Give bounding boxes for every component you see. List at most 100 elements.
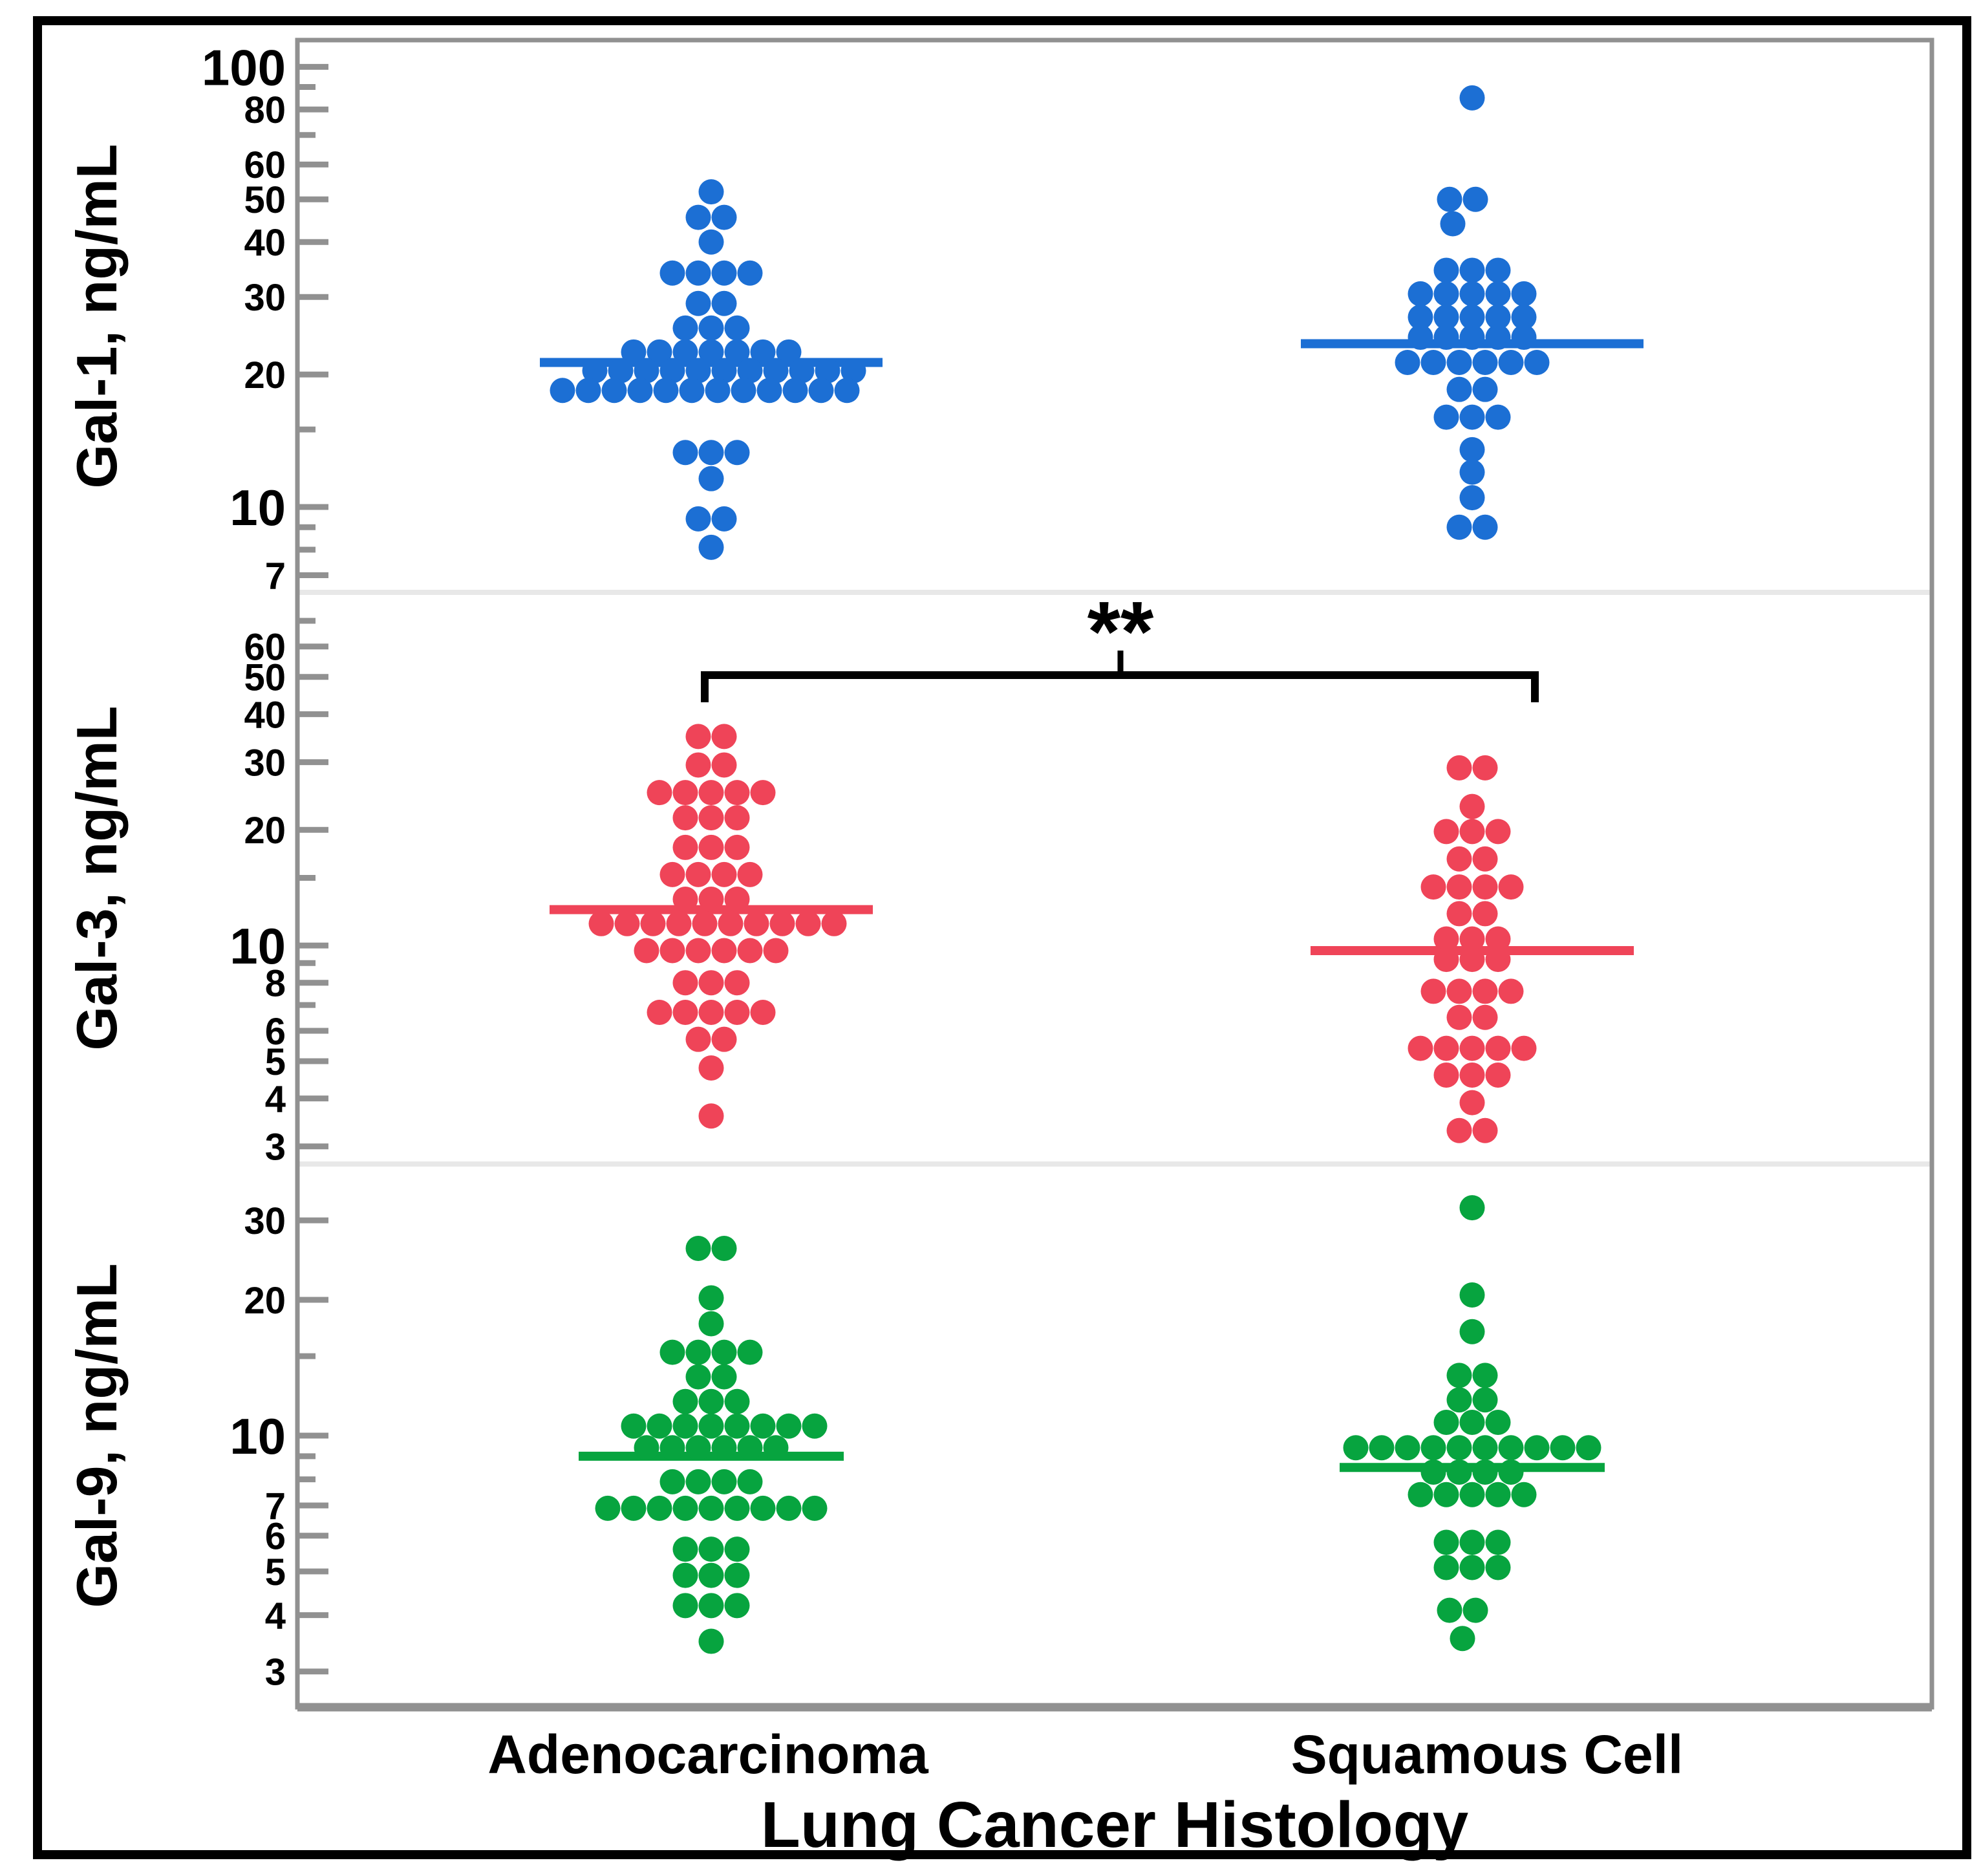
data-point (1576, 1435, 1601, 1461)
data-point (659, 358, 685, 383)
x-axis-title: Lung Cancer Histology (761, 1789, 1469, 1861)
data-point (685, 506, 711, 532)
data-point (1498, 1459, 1524, 1485)
data-point (1459, 85, 1485, 111)
data-point (685, 861, 711, 887)
data-point (1450, 1626, 1475, 1652)
data-point (1485, 1482, 1511, 1507)
data-point (711, 1026, 737, 1052)
data-point (634, 1435, 659, 1461)
data-point (737, 861, 763, 887)
data-point (685, 938, 711, 964)
data-point (698, 179, 724, 205)
data-point (711, 938, 737, 964)
data-point (1446, 874, 1472, 900)
y-axis-title: Gal-9, ng/mL (65, 1264, 129, 1608)
data-point (1485, 257, 1511, 283)
data-point (1498, 1435, 1524, 1461)
data-point (698, 1593, 724, 1619)
data-point (724, 805, 750, 831)
data-point (724, 1495, 750, 1521)
data-point (1369, 1435, 1395, 1461)
data-point (672, 1536, 698, 1562)
data-point (711, 204, 737, 230)
data-point (776, 1413, 802, 1439)
data-point (1446, 901, 1472, 927)
data-point (640, 911, 666, 936)
data-point (724, 1593, 750, 1619)
y-tick-label: 10 (230, 918, 286, 975)
y-tick-label: 20 (244, 1280, 286, 1322)
data-point (718, 911, 744, 936)
data-point (1459, 1555, 1485, 1580)
data-point (1420, 1435, 1446, 1461)
data-point (1420, 1459, 1446, 1485)
data-point (724, 339, 750, 365)
data-point (672, 805, 698, 831)
data-point (1485, 325, 1511, 350)
data-point (744, 911, 769, 936)
y-tick-label: 6 (265, 1516, 286, 1558)
data-point (698, 999, 724, 1025)
data-point (1433, 257, 1459, 283)
data-point (659, 861, 685, 887)
data-point (750, 1495, 776, 1521)
data-point (1472, 1435, 1498, 1461)
data-point (672, 1562, 698, 1588)
data-point (1459, 1195, 1485, 1221)
data-point (1433, 1555, 1459, 1580)
y-tick-label: 100 (202, 39, 286, 96)
data-point (1472, 846, 1498, 872)
data-point (1459, 1410, 1485, 1436)
data-point (1459, 257, 1485, 283)
data-point (698, 834, 724, 860)
data-point (647, 339, 672, 365)
data-point (724, 780, 750, 806)
y-tick-label: 50 (244, 657, 286, 699)
y-tick-label: 10 (230, 479, 286, 536)
data-point (1446, 755, 1472, 781)
data-point (1472, 978, 1498, 1004)
data-point (737, 938, 763, 964)
data-point (731, 378, 756, 404)
data-point (1420, 350, 1446, 376)
data-point (1433, 1529, 1459, 1555)
x-category-label: Squamous Cell (1291, 1724, 1684, 1785)
data-point (672, 339, 698, 365)
data-point (588, 911, 614, 936)
data-point (750, 780, 776, 806)
data-point (1485, 1410, 1511, 1436)
data-point (724, 886, 750, 912)
data-point (776, 1495, 802, 1521)
data-point (621, 339, 647, 365)
data-point (1472, 514, 1498, 540)
data-point (595, 1495, 621, 1521)
data-point (698, 440, 724, 466)
data-point (685, 358, 711, 383)
data-point (1459, 404, 1485, 430)
data-point (1472, 376, 1498, 402)
data-point (1485, 404, 1511, 430)
data-point (685, 204, 711, 230)
data-point (724, 315, 750, 341)
data-point (685, 752, 711, 778)
data-point (1437, 1597, 1462, 1623)
data-point (698, 1628, 724, 1654)
data-point (1462, 186, 1488, 212)
data-point (1433, 926, 1459, 952)
data-point (1550, 1435, 1576, 1461)
data-point (1485, 1555, 1511, 1580)
data-point (750, 339, 776, 365)
data-point (647, 780, 672, 806)
data-point (1459, 1482, 1485, 1507)
data-point (608, 358, 634, 383)
data-point (1472, 1363, 1498, 1388)
y-tick-label: 20 (244, 354, 286, 396)
data-point (1433, 947, 1459, 973)
data-point (802, 1413, 828, 1439)
data-point (685, 1469, 711, 1494)
data-point (763, 358, 789, 383)
data-point (737, 358, 763, 383)
data-point (550, 378, 575, 404)
data-point (802, 1495, 828, 1521)
